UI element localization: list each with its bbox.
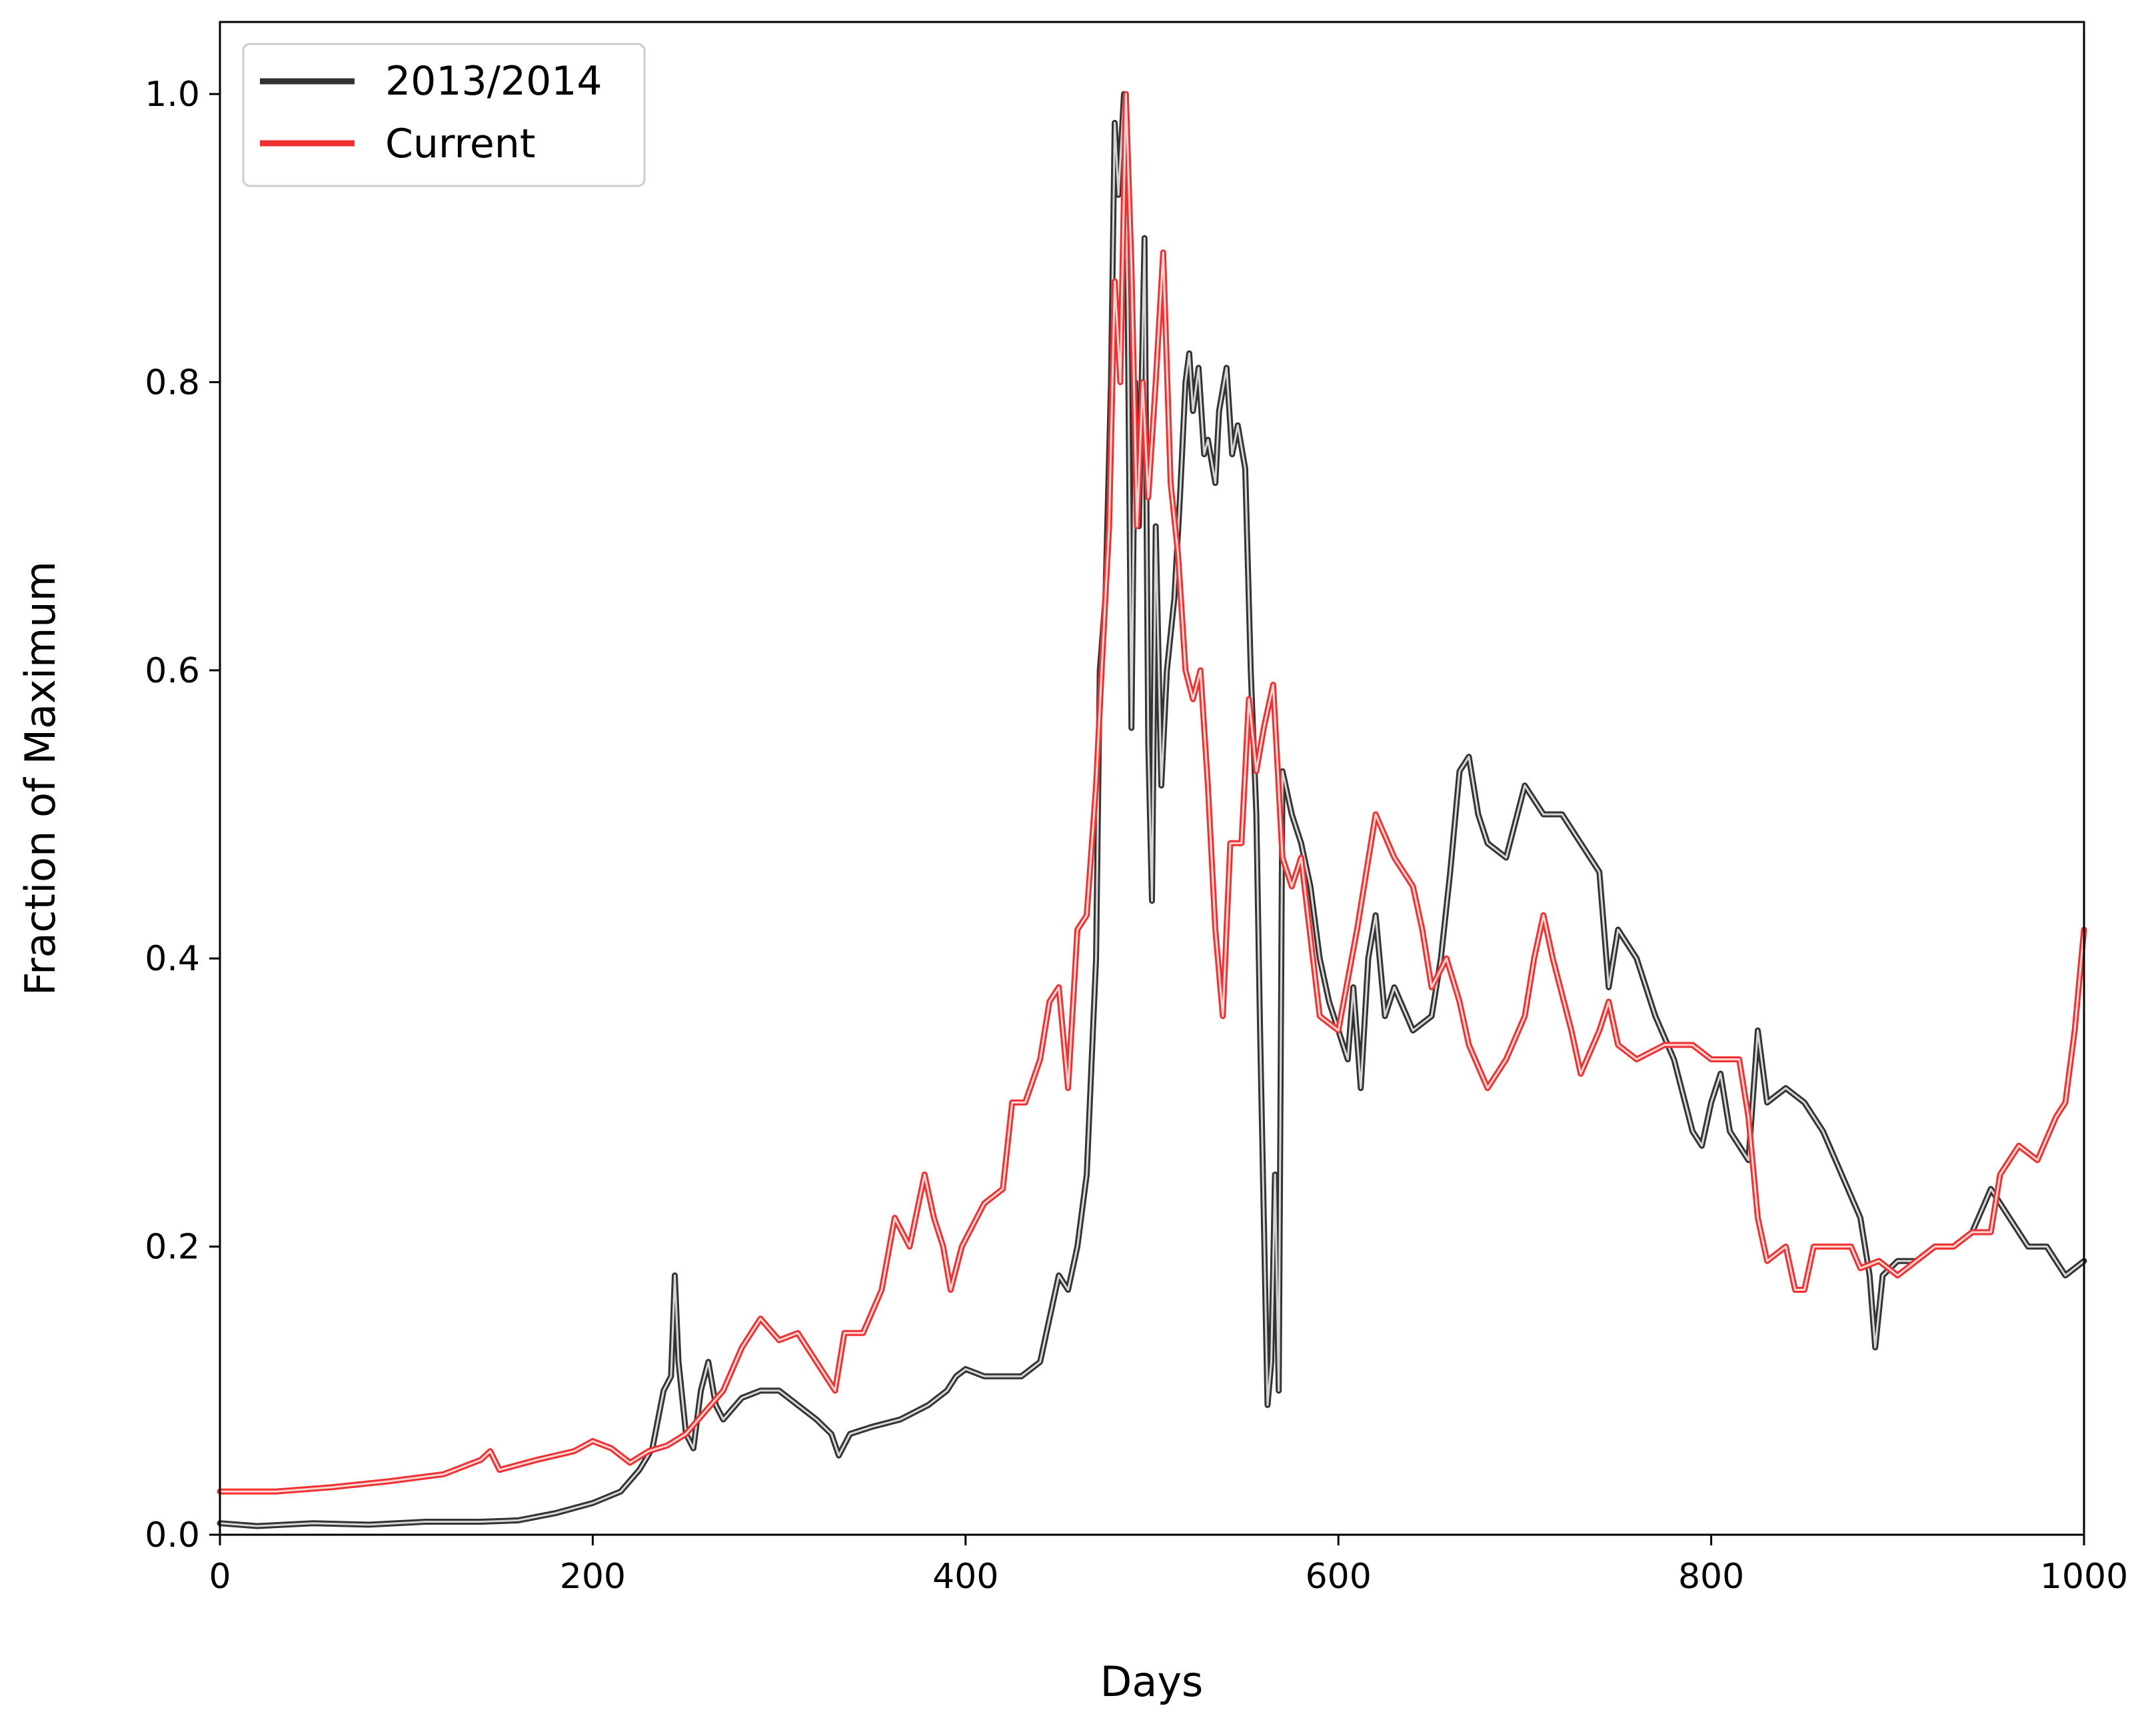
series-layer [217, 91, 2087, 1529]
y-tick-label: 0.0 [145, 1515, 200, 1555]
series-line-core-2 [219, 93, 2085, 1493]
legend-label-series-1: 2013/2014 [385, 58, 602, 105]
y-tick-label: 0.6 [145, 651, 200, 691]
x-tick-label: 600 [1306, 1557, 1372, 1597]
series-line-core-1 [219, 93, 2085, 1527]
y-axis-label: Fraction of Maximum [16, 561, 65, 996]
legend-label-series-2: Current [385, 121, 535, 167]
x-tick-label: 0 [209, 1557, 231, 1597]
x-tick-label: 200 [560, 1557, 626, 1597]
y-tick-label: 1.0 [145, 75, 200, 115]
legend: 2013/2014 Current [242, 43, 646, 187]
y-axis: 0.0 0.2 0.4 0.6 0.8 1.0 [145, 75, 220, 1555]
plot-frame [219, 21, 2085, 1536]
x-axis: 0 200 400 600 800 1000 [209, 1535, 2128, 1597]
x-tick-label: 1000 [2040, 1557, 2128, 1597]
y-tick-label: 0.4 [145, 939, 200, 979]
x-tick-label: 400 [932, 1557, 998, 1597]
y-tick-label: 0.8 [145, 363, 200, 403]
x-axis-label: Days [1100, 1657, 1204, 1706]
y-tick-label: 0.2 [145, 1228, 200, 1268]
x-tick-label: 800 [1678, 1557, 1744, 1597]
